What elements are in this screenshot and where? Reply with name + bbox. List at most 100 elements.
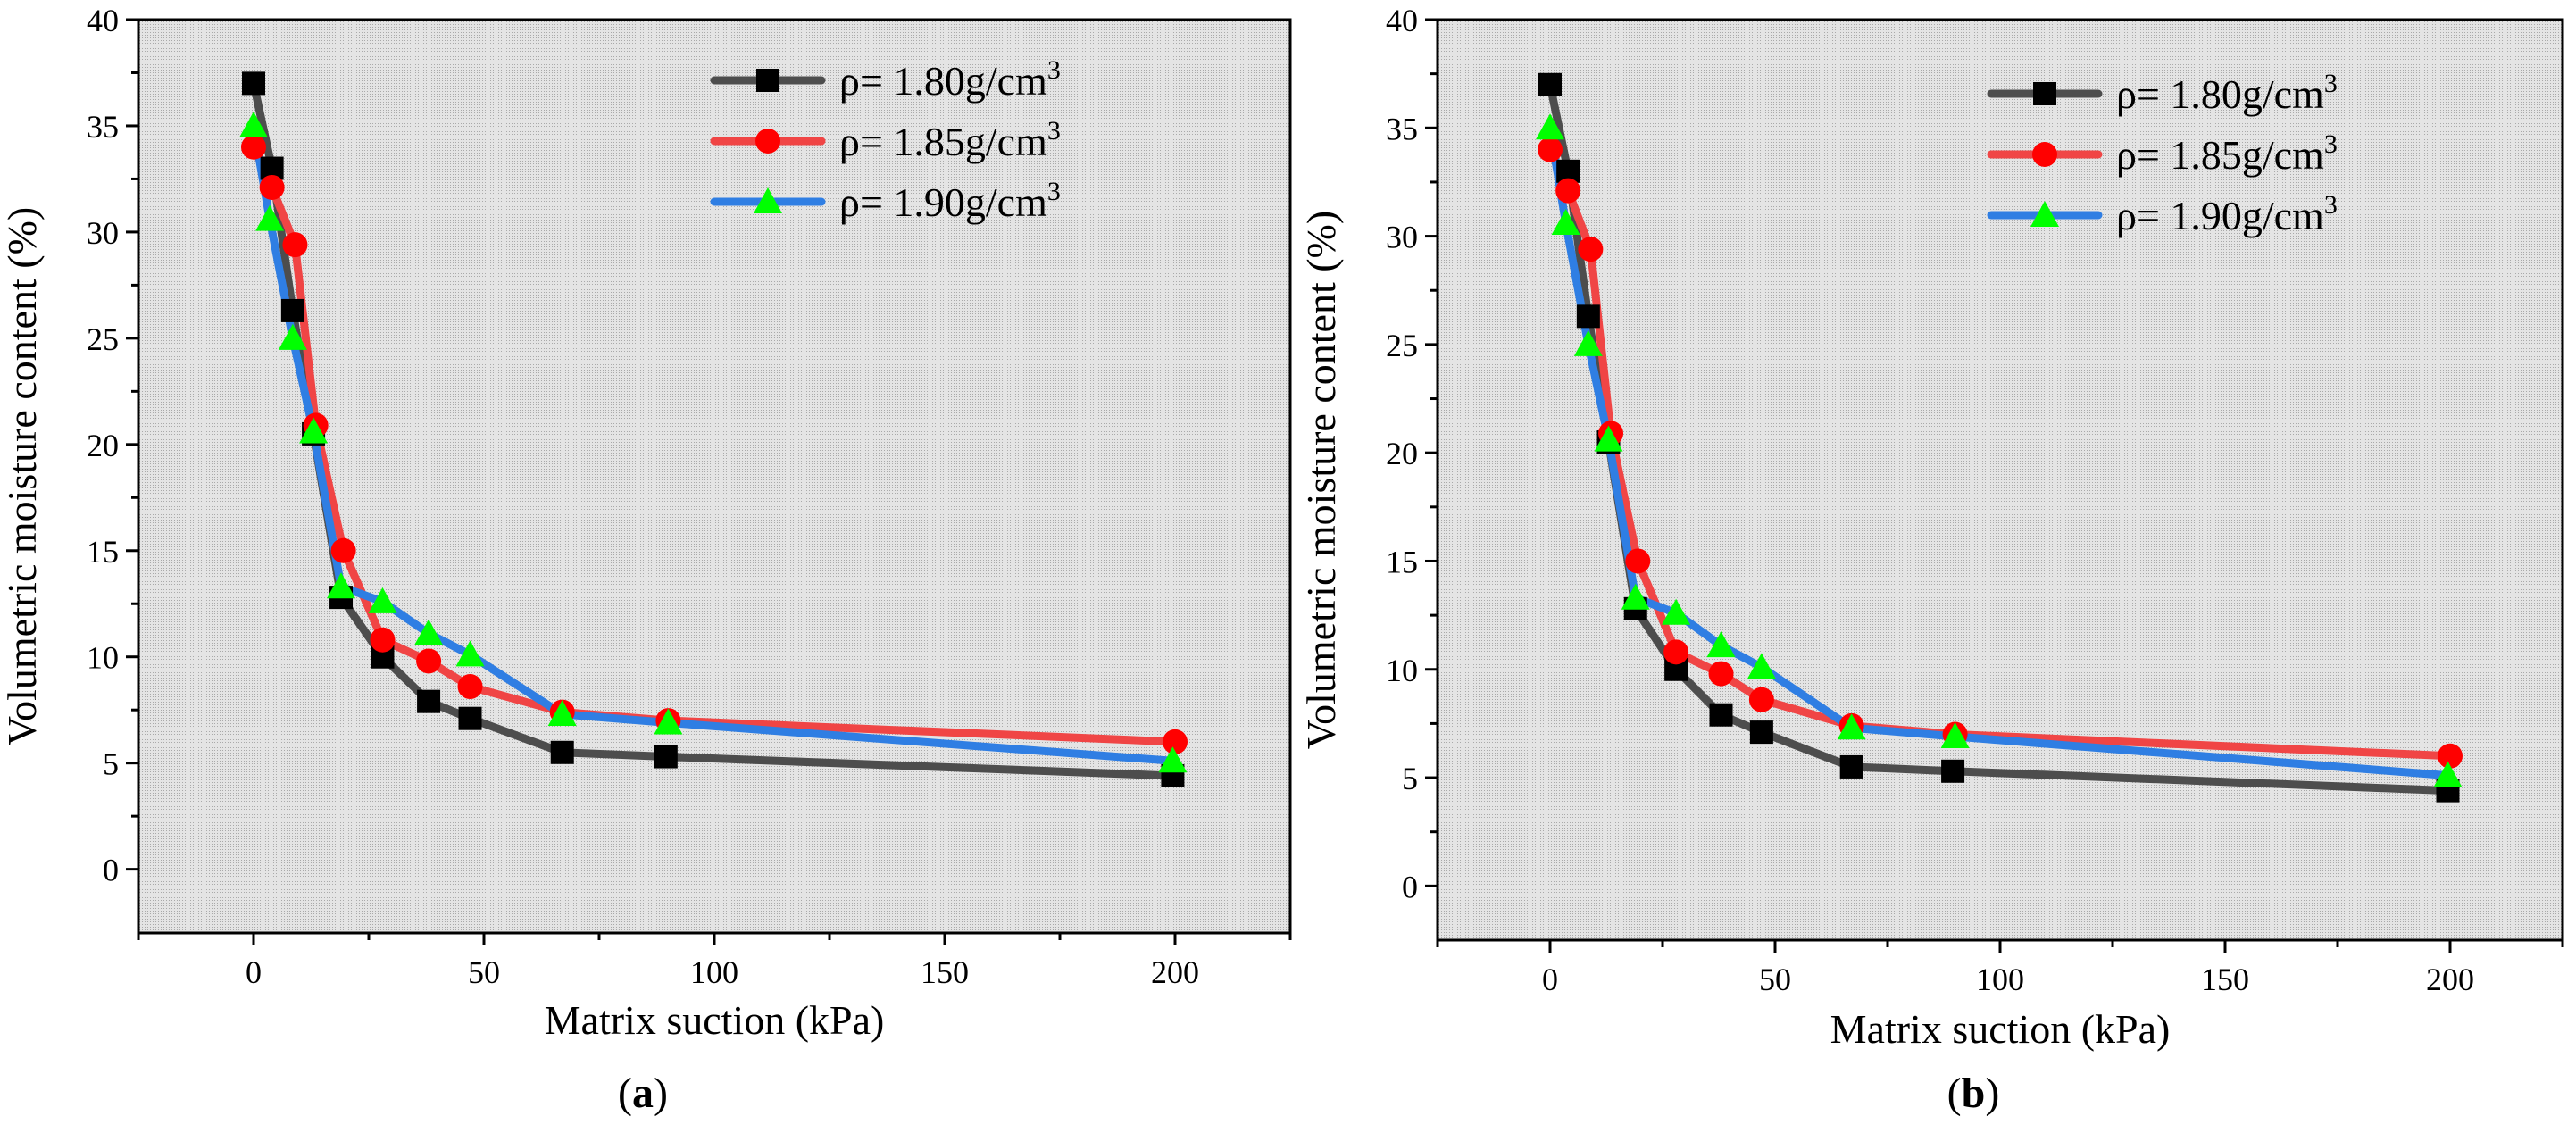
data-point-s2-10 [1163,729,1188,754]
data-point-s2-6 [1708,661,1734,687]
data-point-s3-5 [1662,598,1691,625]
data-point-s3-9 [654,708,683,735]
y-tick-label: 5 [103,746,119,782]
legend-marker [2030,201,2059,227]
data-point-s1-8 [550,740,574,764]
legend-label: ρ= 1.85g/cm3 [839,116,1061,164]
y-tick-label: 0 [103,853,119,888]
x-tick-label: 50 [1759,962,1791,997]
legend-item-2: ρ= 1.85g/cm3 [710,116,1061,164]
y-tick-label: 25 [1386,328,1418,363]
data-point-s2-10 [2438,743,2463,769]
y-tick-label: 35 [87,109,119,145]
x-tick-label: 50 [468,954,500,990]
data-point-s1-9 [1941,759,1965,783]
data-point-s3-5 [368,587,397,613]
data-point-s3-3 [1594,425,1623,452]
legend-marker [2033,82,2056,105]
data-point-s3-7 [1747,653,1776,679]
data-point-s1-6 [417,689,441,713]
data-point-s2-7 [1748,687,1774,712]
legend-item-3: ρ= 1.90g/cm3 [1987,190,2338,238]
data-point-s3-4 [1621,583,1650,610]
legend-label-text: ρ= 1.85g/cm [839,119,1047,164]
legend-item-1: ρ= 1.80g/cm3 [710,55,1061,104]
y-tick-label: 10 [1386,653,1418,688]
data-point-s3-10 [2433,761,2463,787]
y-tick-label: 40 [87,3,119,38]
legend-label: ρ= 1.85g/cm3 [2116,129,2338,178]
data-point-s1-7 [1749,720,1773,745]
data-point-s3-6 [414,619,444,645]
data-point-s1-0 [242,71,265,96]
data-point-s3-3 [299,417,329,444]
data-point-s2-2 [282,232,308,258]
x-tick-label: 200 [2426,962,2474,997]
x-tick-label: 100 [690,954,738,990]
y-axis-title: Volumetric moisture content (%) [1298,211,1344,749]
x-tick-label: 100 [1976,962,2024,997]
data-point-s3-4 [327,572,356,599]
y-tick-label: 25 [87,321,119,357]
data-point-s2-0 [241,134,266,160]
legend-item-3: ρ= 1.90g/cm3 [710,177,1061,225]
y-tick-label: 30 [1386,220,1418,255]
data-point-s2-0 [1538,137,1563,162]
data-point-s1-6 [1709,703,1733,727]
legend-label-superscript: 3 [1047,55,1061,85]
data-point-s3-0 [239,111,268,137]
data-point-s1-7 [458,706,482,730]
data-point-s3-1 [1551,209,1580,236]
legend-label-text: ρ= 1.80g/cm [839,58,1047,104]
legend-label-superscript: 3 [1047,177,1061,206]
data-point-s3-8 [547,699,577,726]
panel-label: (b) [1947,1070,2000,1117]
data-point-s2-6 [416,648,442,674]
legend-label-superscript: 3 [2324,69,2338,98]
legend-label: ρ= 1.90g/cm3 [2116,190,2338,238]
data-point-s2-4 [330,537,356,563]
chart-panel-b: 0 50 100 150 200 0 5 10 15 20 25 30 35 40 Matrix sucti… [1298,3,2564,1117]
y-tick-label: 5 [1402,761,1418,796]
data-point-s3-9 [1940,721,1970,748]
legend-marker [756,69,779,92]
legend-label-text: ρ= 1.90g/cm [2116,193,2324,238]
y-tick-label: 15 [87,534,119,570]
x-tick-label: 0 [1542,962,1558,997]
data-point-s2-1 [259,174,285,200]
legend-label-superscript: 3 [2324,190,2338,220]
data-point-s3-0 [1536,113,1564,140]
data-point-s1-2 [280,298,304,322]
legend-marker [754,187,782,213]
data-point-s3-1 [255,204,285,231]
y-axis-title: Volumetric moisture content (%) [0,207,45,745]
y-tick-label: 30 [87,215,119,251]
x-tick-label: 150 [921,954,969,990]
data-point-s3-7 [455,640,485,667]
data-point-s3-2 [278,323,307,350]
data-point-s3-2 [1573,329,1603,356]
data-point-s1-2 [1576,304,1600,329]
data-point-s2-1 [1555,178,1581,204]
x-tick-label: 200 [1151,954,1199,990]
y-tick-label: 10 [87,640,119,676]
y-tick-label: 15 [1386,544,1418,579]
legend-item-1: ρ= 1.80g/cm3 [1987,69,2338,117]
data-point-s1-9 [654,745,678,769]
legend-marker [2032,142,2057,167]
legend-label: ρ= 1.80g/cm3 [2116,69,2338,117]
y-tick-label: 35 [1386,111,1418,146]
data-point-s2-2 [1578,237,1604,262]
data-point-s3-6 [1706,631,1736,658]
legend-marker [755,129,780,154]
data-point-s2-5 [1663,639,1689,665]
legend-item-2: ρ= 1.85g/cm3 [1987,129,2338,178]
y-tick-label: 20 [1386,436,1418,471]
data-point-s1-0 [1538,72,1562,96]
legend-label-text: ρ= 1.85g/cm [2116,132,2324,178]
panel-label: (a) [618,1070,668,1117]
data-point-s2-4 [1625,548,1651,574]
y-tick-label: 0 [1402,869,1418,904]
data-point-s3-10 [1158,746,1188,773]
